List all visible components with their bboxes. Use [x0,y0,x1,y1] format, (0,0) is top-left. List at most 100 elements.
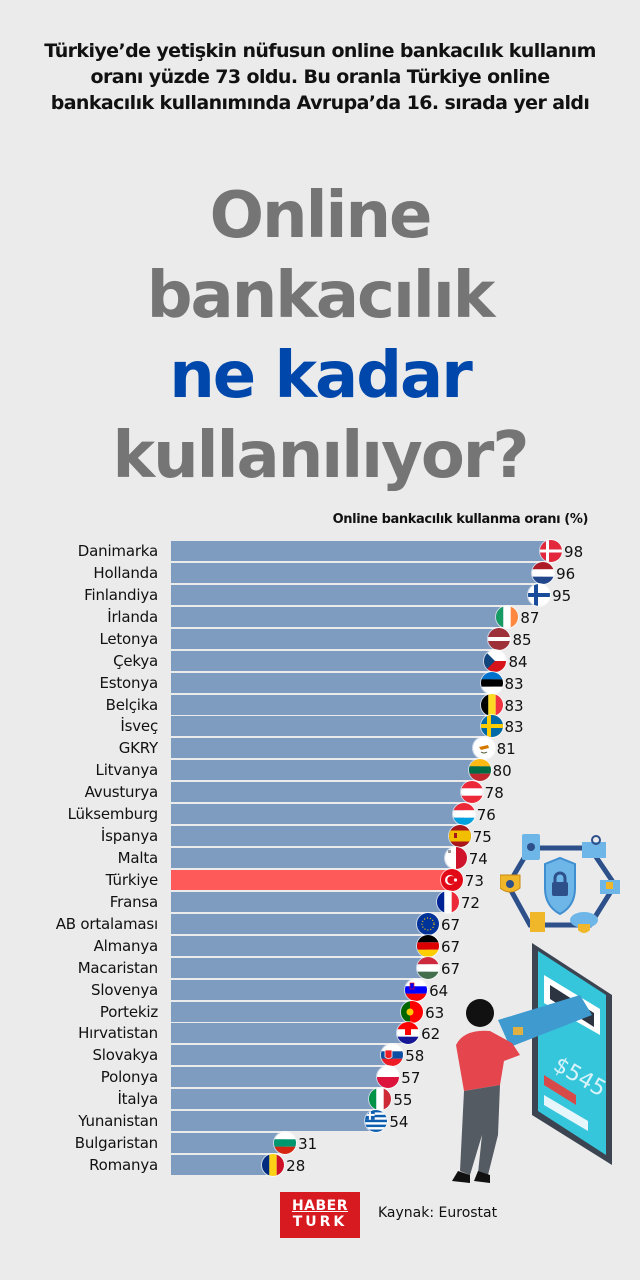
security-network-icon [500,834,620,933]
bar [171,1067,389,1088]
source-note: Kaynak: Eurostat [378,1205,498,1221]
bar-row: Hollanda 96 [0,561,640,584]
bar [171,584,540,605]
value-label: 28 [286,1157,306,1176]
bar-row: AB ortalaması 67 [0,912,640,935]
flag-si-icon [405,978,428,1001]
flag-ee-icon [480,671,503,694]
value-label: 98 [564,543,584,561]
country-label: İsveç [120,717,158,736]
country-label: Romanya [89,1156,158,1175]
flag-se-icon [480,715,503,738]
logo-line-1: HABER [291,1198,349,1214]
value-label: 80 [492,762,512,781]
bar-row: Finlandiya 95 [0,583,640,606]
bar-row: Portekiz 63 [0,1000,640,1023]
country-label: İrlanda [107,607,158,626]
country-label: Fransa [109,892,158,911]
bar [171,606,508,627]
flag-dk-icon [540,540,563,562]
country-label: Hollanda [93,563,158,582]
bar-row: Avusturya 78 [0,781,640,804]
flag-mt-icon [444,847,467,870]
bar [171,826,460,847]
country-label: AB ortalaması [55,914,158,933]
flag-bg-icon [274,1132,297,1155]
bar [171,738,484,759]
bar-row: İtalya 55 [0,1088,640,1111]
flag-be-icon [480,693,503,716]
bar [171,672,492,693]
country-label: Polonya [100,1068,158,1087]
bar-row: Bulgaristan 31 [0,1132,640,1155]
country-label: Malta [117,849,159,868]
value-label: 64 [429,981,449,1000]
bar [171,957,428,978]
value-label: 67 [440,959,461,978]
bar [171,804,464,825]
bar [171,1089,381,1110]
value-label: 67 [440,937,461,956]
bar [171,628,500,649]
country-label: Slovakya [92,1046,158,1065]
country-label: Letonya [99,629,158,648]
bar-row: Letonya 85 [0,627,640,650]
headline-line-1: Online [209,179,433,253]
country-label: Yunanistan [78,1112,158,1131]
flag-gr-icon [365,1110,388,1133]
flag-lv-icon [488,627,511,650]
bar [171,1111,377,1132]
value-label: 57 [401,1069,421,1088]
flag-fi-icon [528,583,551,606]
flag-at-icon [460,781,483,804]
flag-it-icon [369,1088,392,1111]
bar-row: Estonya 83 [0,671,640,694]
flag-fr-icon [436,890,459,913]
bar [171,650,496,671]
bar [171,562,544,583]
value-label: 81 [496,740,516,759]
flag-es-icon [448,825,471,848]
country-label: Almanya [93,936,159,955]
bar-row: Danimarka 98 [0,540,640,562]
bar-row: Slovenya 64 [0,978,640,1001]
bar [171,1133,286,1154]
flag-pl-icon [377,1066,400,1089]
axis-title: Online bankacılık kullanma oranı (%) [332,512,589,527]
country-label: Estonya [99,673,158,692]
country-label: Lüksemburg [67,805,159,824]
bar [171,979,417,1000]
flag-hu-icon [416,956,439,979]
country-label: Bulgaristan [74,1134,158,1153]
bar [171,913,428,934]
bar [171,869,452,890]
flag-pt-icon [401,1000,424,1023]
bar [171,1155,274,1176]
bar [171,891,448,912]
value-label: 54 [389,1113,409,1132]
bar-row: Slovakya 58 [0,1044,640,1067]
bar-row: Hırvatistan 62 [0,1022,640,1045]
value-label: 78 [484,784,504,803]
bar-row: İsveç 83 [0,715,640,738]
country-label: Avusturya [84,783,159,802]
country-label: Danimarka [77,542,158,560]
bar-row: Belçika 83 [0,693,640,716]
bar-row: Litvanya 80 [0,759,640,782]
flag-cz-icon [484,649,507,672]
flag-cy-icon [472,737,495,760]
value-label: 84 [508,652,528,671]
bar-row: İspanya 75 [0,825,640,848]
value-label: 55 [393,1091,413,1110]
value-label: 83 [504,674,524,693]
flag-ie-icon [496,605,519,628]
country-label: Türkiye [105,870,159,889]
subtitle: Türkiye’de yetişkin nüfusun online banka… [44,40,596,114]
bar-row: Polonya 57 [0,1066,640,1089]
value-label: 31 [298,1135,318,1154]
flag-hr-icon [397,1022,420,1045]
bar [171,541,552,561]
country-label: Hırvatistan [78,1024,158,1043]
logo-line-2: TURK [292,1214,348,1230]
bar-row: Türkiye 73 [0,868,640,891]
